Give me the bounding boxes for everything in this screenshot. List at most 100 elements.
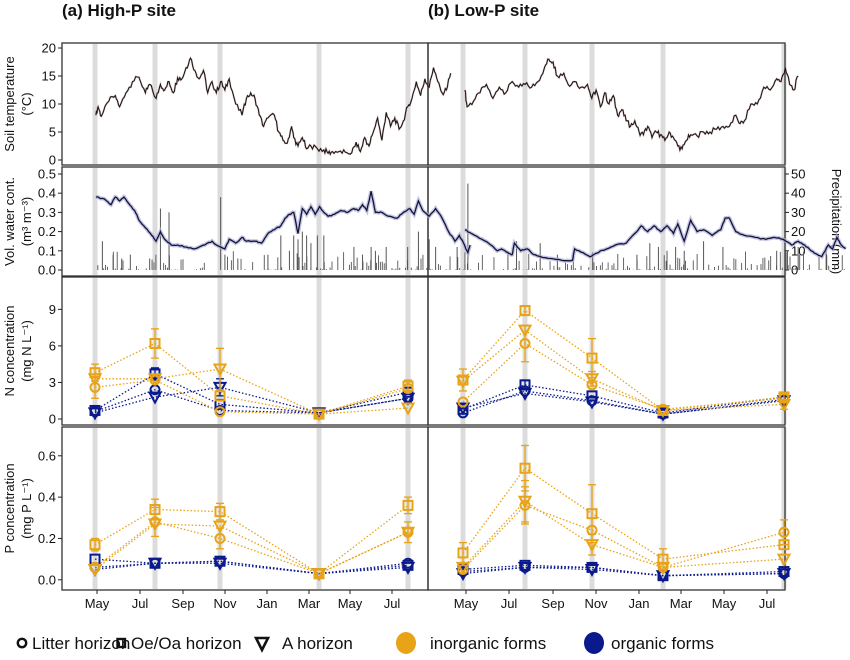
marker-triangle-down <box>400 526 416 540</box>
marker-triangle-down <box>147 557 163 571</box>
marker-circle <box>778 526 790 538</box>
marker-triangle-down <box>147 373 163 387</box>
y-axis-label-units: (m³ m⁻³) <box>19 197 34 246</box>
legend-dot-icon <box>584 632 604 654</box>
marker-triangle-down <box>776 553 792 567</box>
marker-circle <box>214 406 226 418</box>
y2-axis-label: Precipitation (mm) <box>829 169 844 274</box>
legend-item-3: inorganic forms <box>396 632 546 654</box>
marker-square <box>89 539 101 551</box>
y-tick-label: 0.4 <box>38 186 56 201</box>
y2-tick-label: 20 <box>791 224 805 239</box>
y-axis-P: 0.0 0.2 0.4 0.6 P concentration (mg P L⁻¹) <box>2 448 62 587</box>
panel-frame <box>427 426 786 591</box>
y-axis-label: N concentration <box>2 305 17 396</box>
marker-triangle-down <box>212 520 228 534</box>
marker-triangle-down <box>584 539 600 553</box>
series-line <box>462 384 785 414</box>
x-tick-label: Nov <box>213 596 237 611</box>
marker-square <box>214 390 226 402</box>
x-tick-label: May <box>454 596 479 611</box>
legend-label: inorganic forms <box>430 634 546 653</box>
legend-label: Litter horizon <box>32 634 130 653</box>
marker-square <box>402 380 414 392</box>
x-tick-label: May <box>85 596 110 611</box>
legend-label: A horizon <box>282 634 353 653</box>
series-line <box>462 329 785 412</box>
panel-r3-c1 <box>427 426 787 591</box>
series-line <box>94 504 409 575</box>
marker-triangle-down <box>584 373 600 387</box>
y-axis-label-units: (°C) <box>19 92 34 115</box>
y-axis-vwc: 0.0 0.1 0.2 0.3 0.4 0.5 Vol. water cont. (m³ m⁻… <box>2 167 62 278</box>
y-tick-label: 0 <box>49 412 56 427</box>
marker-triangle-down <box>584 563 600 578</box>
marker-triangle-down <box>400 402 416 416</box>
y-axis-label: Soil temperature <box>2 56 17 151</box>
marker-triangle-down <box>212 363 228 377</box>
marker-triangle-down <box>455 561 471 575</box>
marker-circle <box>457 396 469 408</box>
y-tick-label: 10 <box>42 97 56 112</box>
marker-square <box>457 547 469 559</box>
y-axis-label: Vol. water cont. <box>2 177 17 266</box>
marker-square <box>586 352 598 364</box>
y-tick-label: 3 <box>49 375 56 390</box>
y-tick-label: 0 <box>49 153 56 168</box>
marker-triangle-down <box>212 557 228 571</box>
vwc-series-1 <box>464 214 848 270</box>
y-tick-label: 9 <box>49 302 56 317</box>
marker-triangle-down <box>776 398 792 412</box>
y-tick-label: 0.4 <box>38 490 56 505</box>
marker-square <box>402 499 414 511</box>
marker-triangle-down <box>455 375 471 389</box>
marker-triangle-down <box>87 563 103 578</box>
series-line <box>94 558 409 575</box>
marker-triangle-down <box>517 324 533 338</box>
series-line <box>462 504 785 570</box>
marker-square <box>214 506 226 518</box>
x-tick-label: Jul <box>759 596 776 611</box>
temperature-range-band <box>463 58 799 154</box>
marker-square <box>586 390 598 402</box>
y2-tick-label: 0 <box>791 263 798 278</box>
panel-r2-c1 <box>427 276 787 426</box>
panel-title-low-p: (b) Low-P site <box>428 1 539 20</box>
vwc-confidence-band <box>464 214 848 263</box>
temperature-line <box>464 58 799 153</box>
y-axis-temp: 0 5 10 15 20 Soil temperature (°C) <box>2 41 62 168</box>
x-tick-label: Sep <box>541 596 564 611</box>
y2-tick-label: 50 <box>791 167 805 182</box>
panel-title-high-p: (a) High-P site <box>62 1 176 20</box>
plot-area: 0 5 10 15 20 Soil temperature (°C) 0.0 0.1 0.2 0.3… <box>2 41 848 611</box>
legend-item-0: Litter horizon <box>16 634 130 653</box>
temperature-range-band <box>94 56 452 157</box>
x-tick-label: Mar <box>670 596 693 611</box>
y2-tick-label: 40 <box>791 186 805 201</box>
y-tick-label: 0.3 <box>38 205 56 220</box>
marker-circle <box>519 337 531 349</box>
x-tick-label: Jul <box>384 596 401 611</box>
panel-frame <box>427 42 786 166</box>
panel-frame <box>61 276 429 426</box>
y-tick-label: 15 <box>42 69 56 84</box>
vwc-line <box>464 216 846 262</box>
series-line <box>462 500 785 569</box>
y2-tick-label: 30 <box>791 205 805 220</box>
y-tick-label: 0.6 <box>38 448 56 463</box>
series-line <box>462 566 785 577</box>
marker-triangle-down <box>517 495 533 509</box>
y-tick-label: 6 <box>49 338 56 353</box>
x-tick-label: Jul <box>501 596 518 611</box>
marker-triangle-down <box>517 561 533 575</box>
marker-square <box>149 504 161 516</box>
n-concentration-site-0 <box>87 328 416 422</box>
series-line <box>94 386 409 414</box>
marker-triangle-down <box>147 391 163 405</box>
vwc-line <box>95 191 471 255</box>
x-axis-1: May Jul Sep Nov Jan Mar May Jul <box>454 590 776 611</box>
y-tick-label: 0.1 <box>38 243 56 258</box>
y-tick-label: 5 <box>49 125 56 140</box>
marker-triangle-down <box>147 518 163 532</box>
